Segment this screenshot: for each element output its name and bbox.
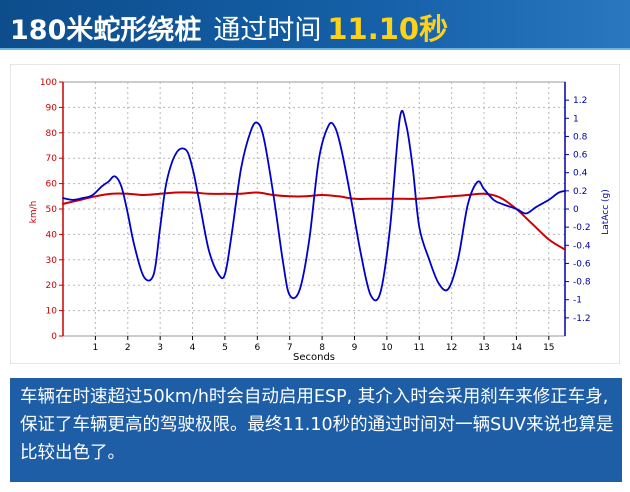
right-tick-label: 1.2	[573, 96, 587, 106]
left-tick-label: 100	[40, 78, 57, 88]
x-tick-label: 9	[352, 343, 358, 353]
x-tick-label: 11	[414, 343, 425, 353]
right-tick-label: -1	[573, 296, 582, 306]
page-title: 180米蛇形绕桩 通过时间 11.10秒	[10, 6, 448, 46]
x-tick-label: 5	[222, 343, 228, 353]
x-tick-label: 6	[254, 343, 260, 353]
test-name: 180米蛇形绕桩	[10, 15, 202, 46]
x-axis-label: Seconds	[293, 352, 335, 363]
x-tick-label: 1	[93, 343, 99, 353]
pass-time-value: 11.10秒	[327, 12, 449, 46]
left-tick-label: 20	[46, 281, 58, 291]
x-axis: 1 2 3 4 5 6 7 8 9 10 11 12 13 14 15	[93, 336, 555, 353]
pass-time-label: 通过时间	[213, 15, 322, 46]
left-tick-label: 70	[46, 154, 58, 164]
x-tick-label: 15	[543, 343, 554, 353]
x-tick-label: 13	[478, 343, 489, 353]
series-group	[62, 110, 566, 302]
x-tick-label: 10	[381, 343, 393, 353]
x-tick-label: 4	[190, 343, 196, 353]
title-banner: 180米蛇形绕桩 通过时间 11.10秒	[0, 0, 630, 50]
x-tick-label: 3	[157, 343, 163, 353]
right-tick-label: -0.2	[573, 223, 591, 233]
left-tick-label: 0	[51, 332, 57, 342]
left-tick-label: 80	[46, 129, 58, 139]
left-tick-label: 10	[46, 307, 58, 317]
right-tick-label: 1	[573, 114, 579, 124]
left-tick-label: 30	[46, 256, 58, 266]
x-tick-label: 8	[319, 343, 325, 353]
right-tick-label: 0.8	[573, 132, 588, 142]
x-tick-label: 12	[446, 343, 457, 353]
right-axis: 1.2 1 0.8 0.6 0.4 0.2 0 -0.2 -0.4 -0.6 -0.8 -1 -1.2	[564, 82, 591, 336]
latacc-series-line	[62, 110, 566, 302]
caption-text: 车辆在时速超过50km/h时会自动启用ESP, 其介入时会采用刹车来修正车身, …	[20, 387, 614, 463]
right-tick-label: -0.8	[573, 278, 591, 288]
chart-container: 0 10 20 30 40 50 60 70 80 90 100 1.2 1 0.8 0.6 0.4 0.2 0…	[9, 63, 621, 365]
x-tick-label: 14	[511, 343, 523, 353]
left-tick-label: 90	[46, 103, 58, 113]
right-tick-label: -0.4	[573, 241, 591, 251]
left-axis: 0 10 20 30 40 50 60 70 80 90 100	[40, 78, 64, 342]
right-tick-label: -1.2	[573, 314, 591, 324]
right-tick-label: 0	[573, 205, 579, 215]
x-tick-label: 2	[125, 343, 131, 353]
left-tick-label: 60	[46, 180, 58, 190]
right-tick-label: 0.4	[573, 169, 588, 179]
right-tick-label: -0.6	[573, 259, 591, 269]
right-tick-label: 0.6	[573, 151, 588, 161]
left-tick-label: 40	[46, 230, 58, 240]
caption-box: 车辆在时速超过50km/h时会自动启用ESP, 其介入时会采用刹车来修正车身, …	[10, 378, 622, 482]
right-axis-label: LatAcc (g)	[601, 189, 611, 235]
left-tick-label: 50	[46, 205, 58, 215]
right-tick-label: 0.2	[573, 187, 587, 197]
x-tick-label: 7	[287, 343, 293, 353]
left-axis-label: km/h	[29, 201, 39, 224]
